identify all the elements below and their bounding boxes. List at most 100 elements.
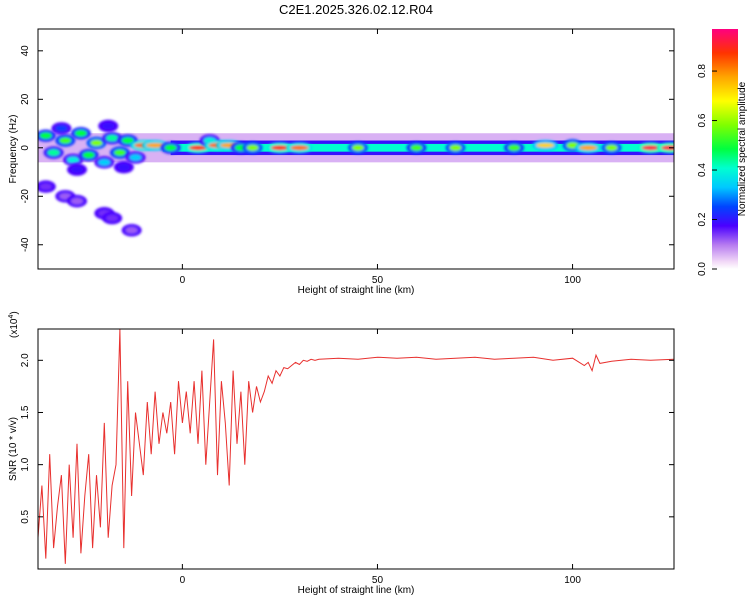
spectrogram-blob (98, 119, 119, 133)
spectrogram-blob (70, 127, 91, 140)
spectrogram-blob-core (71, 197, 84, 205)
spectrogram-blob (445, 141, 466, 154)
spectrogram-blob-core (579, 145, 598, 151)
spectrogram-blob (242, 141, 263, 154)
colorbar-tick-label: 0.8 (697, 64, 708, 78)
spectrogram-blob-core (188, 145, 207, 151)
snr-y-tick-label: 2.0 (20, 353, 31, 367)
spectrogram-blob-core (270, 145, 289, 151)
spectrogram-blob (78, 148, 99, 162)
spectrogram-blob (575, 142, 602, 154)
colorbar-label: Normalized spectral amplitude (737, 81, 748, 216)
spectrogram-blob-core (146, 142, 165, 148)
spectrogram-blob-core (449, 144, 462, 151)
spectrogram-blob (38, 129, 56, 142)
snr-x-tick-label: 50 (372, 575, 384, 586)
spectrogram-blob (86, 136, 107, 150)
spectrogram-blob-core (536, 142, 555, 148)
spectrogram-blob (532, 139, 559, 151)
spectrogram-blob-core (605, 144, 618, 151)
spectrogram-blob (406, 141, 427, 154)
spectrogram-blob (121, 224, 142, 237)
spectrogram-x-tick-label: 100 (564, 275, 581, 286)
spectrogram-blob (67, 194, 88, 208)
spectrogram-y-tick-label: 40 (20, 45, 31, 57)
spectrogram-x-tick-label: 50 (372, 275, 384, 286)
snr-y-multiplier-base: (x10 (9, 318, 20, 338)
spectrogram-blob-core (102, 122, 115, 130)
snr-plot-area (38, 329, 674, 569)
snr-panel: 0 50 100 0.5 1.0 1.5 2.0 Height of straight li… (8, 311, 675, 596)
spectrogram-blob (266, 142, 293, 154)
snr-x-axis-label: Height of straight line (km) (298, 585, 415, 596)
spectrogram-y-tick-label: -40 (20, 237, 31, 252)
spectrogram-blob (63, 153, 84, 167)
spectrogram-blob (38, 180, 56, 193)
spectrogram-blob-core (164, 144, 177, 151)
spectrogram-y-tick-label: 0 (20, 145, 31, 151)
spectrogram-blob (43, 146, 64, 159)
snr-y-tick-label: 0.5 (20, 509, 31, 523)
figure-title: C2E1.2025.326.02.12.R04 (279, 2, 433, 17)
colorbar-gradient (712, 29, 738, 269)
spectrogram-blob-core (410, 144, 423, 151)
spectrogram-blob (286, 142, 313, 154)
spectrogram-x-tick-label: 0 (180, 275, 186, 286)
colorbar-tick-label: 0.0 (697, 262, 708, 276)
spectrogram-blob (67, 163, 88, 176)
spectrogram-blob-core (59, 193, 72, 200)
spectrogram-blob (347, 141, 368, 154)
colorbar-tick-label: 0.4 (697, 163, 708, 177)
spectrogram-blob-core (90, 139, 103, 147)
colorbar-tick-label: 0.6 (697, 113, 708, 127)
spectrogram-y-axis-label: Frequency (Hz) (8, 115, 19, 184)
spectrogram-blob (113, 160, 134, 174)
spectrogram-blob-core (98, 159, 111, 166)
spectrogram-blob-core (74, 130, 87, 137)
spectrogram-panel: 0 50 100 40 20 0 -20 -40 Height of straight lin… (8, 28, 675, 296)
snr-y-axis-label: SNR (10 * v/v) (8, 417, 19, 481)
colorbar-tick-label: 0.2 (697, 212, 708, 226)
spectrogram-blob (102, 211, 123, 225)
spectrogram-blob-core (82, 151, 95, 159)
spectrogram-blob-core (129, 154, 142, 161)
spectrogram-blob (109, 146, 130, 159)
spectrogram-blob-core (59, 137, 72, 144)
spectrogram-axes: 0 50 100 40 20 0 -20 -40 (20, 29, 674, 286)
spectrogram-blob-core (661, 145, 674, 151)
spectrogram-blob-core (55, 125, 68, 132)
snr-y-tick-label: 1.5 (20, 405, 31, 419)
spectrogram-blob-core (351, 144, 364, 151)
spectrogram-blob (102, 131, 123, 145)
colorbar-ticks: 0.0 0.2 0.4 0.6 0.8 (697, 64, 717, 276)
spectrogram-blob-core (106, 134, 119, 142)
snr-x-tick-label: 100 (564, 575, 581, 586)
spectrogram-blob (601, 141, 622, 154)
spectrogram-blob-core (47, 149, 60, 156)
spectrogram-blob-core (508, 144, 521, 151)
snr-y-tick-label: 1.0 (20, 457, 31, 471)
spectrogram-blob (55, 134, 76, 147)
spectrogram-x-axis-label: Height of straight line (km) (298, 285, 415, 296)
colorbar: 0.0 0.2 0.4 0.6 0.8 Normalized spectral ampl… (697, 29, 748, 276)
spectrogram-frame (37, 28, 675, 270)
spectrogram-y-tick-label: 20 (20, 93, 31, 105)
spectrogram-blob (504, 141, 525, 154)
spectrogram-blob-core (117, 163, 130, 171)
spectrogram-blob-core (106, 214, 119, 222)
spectrogram-blob (160, 141, 181, 154)
spectrogram-blob (94, 156, 115, 169)
spectrogram-blob (51, 122, 72, 135)
snr-y-multiplier-close: ) (9, 311, 20, 314)
spectrogram-blob (125, 151, 146, 164)
spectrogram-blob-core (39, 132, 52, 139)
snr-axes: 0 50 100 0.5 1.0 1.5 2.0 (20, 329, 674, 586)
snr-x-tick-label: 0 (180, 575, 186, 586)
spectrogram-y-tick-label: -20 (20, 189, 31, 204)
spectrogram-blob-core (67, 156, 80, 164)
spectrogram-heatmap (38, 119, 674, 237)
spectrogram-blob-core (113, 149, 126, 156)
spectrogram-blob-core (121, 137, 134, 144)
snr-frame (37, 328, 675, 570)
